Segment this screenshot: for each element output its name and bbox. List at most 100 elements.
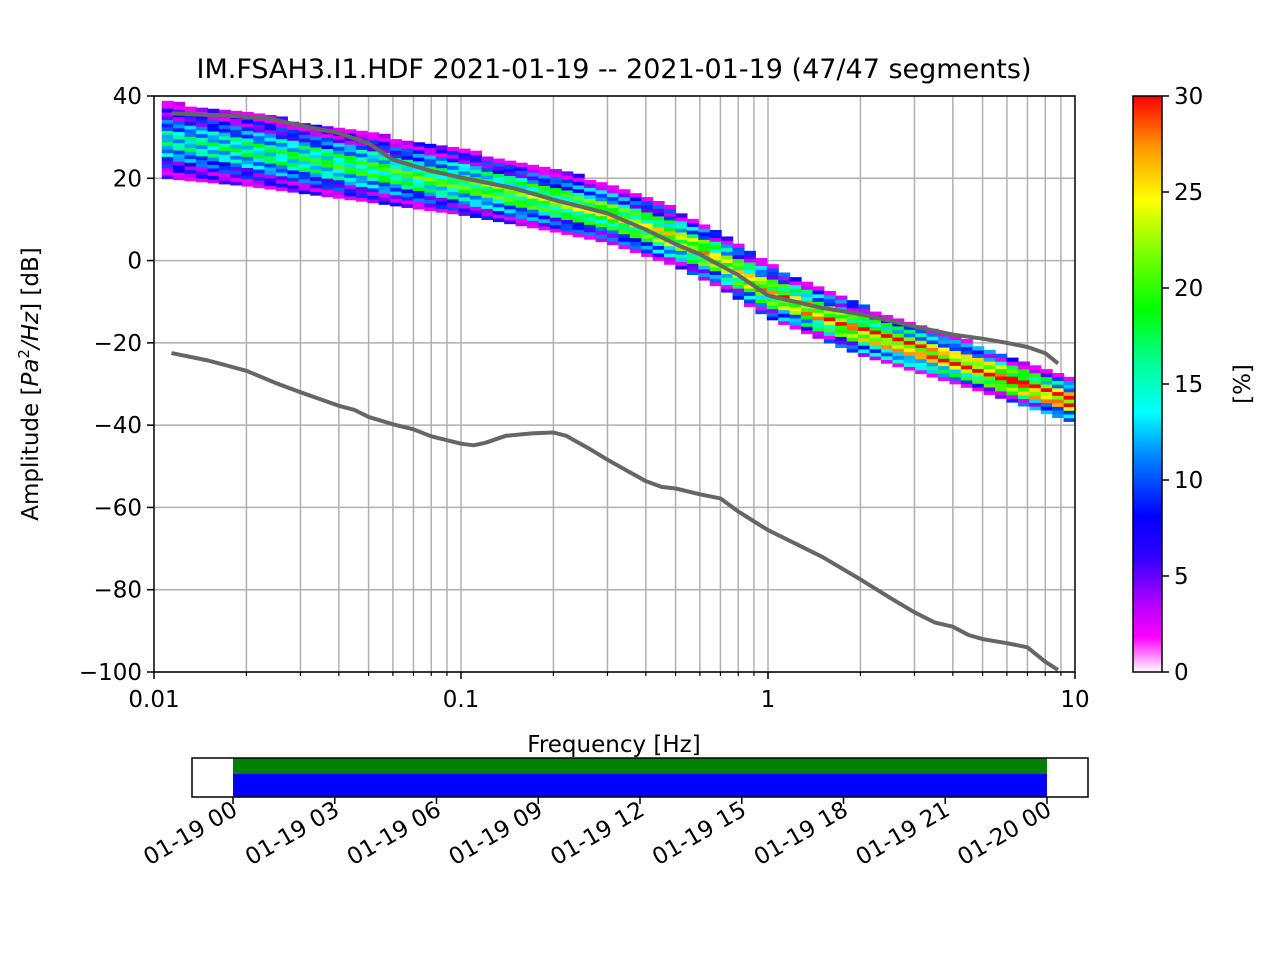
heatmap-cell <box>332 190 346 195</box>
heatmap-cell <box>686 226 699 231</box>
heatmap-cell <box>401 148 414 153</box>
y-tick-label: 0 <box>127 249 142 275</box>
heatmap-cell <box>1063 399 1075 404</box>
heatmap-cell <box>401 170 414 175</box>
heatmap-cell <box>743 302 756 307</box>
heatmap-cell <box>755 306 768 311</box>
heatmap-cell <box>880 337 893 342</box>
heatmap-cell <box>823 327 836 333</box>
heatmap-cell <box>344 151 357 156</box>
heatmap-cell <box>926 373 939 378</box>
heatmap-cell <box>675 224 688 229</box>
heatmap-cell <box>184 125 197 130</box>
heatmap-cell <box>869 348 882 353</box>
heatmap-cell <box>812 286 825 291</box>
heatmap-cell <box>196 148 209 153</box>
heatmap-cell <box>789 325 802 330</box>
timeline-ticks: 01-19 00 01-19 03 01-19 06 01-19 09 01-19 12… <box>139 797 1056 871</box>
heatmap-cell <box>367 187 380 193</box>
heatmap-cell <box>424 147 437 152</box>
heatmap-cell <box>253 161 266 166</box>
heatmap-cell <box>721 262 734 267</box>
x-tick-label: 1 <box>761 687 776 713</box>
heatmap-cell <box>766 271 779 276</box>
heatmap-cell <box>960 372 973 377</box>
heatmap-cell <box>595 185 608 191</box>
heatmap-cell <box>846 340 859 346</box>
heatmap-cell <box>869 322 882 327</box>
heatmap-cell <box>184 117 197 123</box>
timeline-bar-bottom <box>233 774 1047 797</box>
heatmap-cell <box>869 341 882 346</box>
heatmap-cell <box>938 335 951 341</box>
heatmap-cell <box>515 181 528 186</box>
heatmap-cell <box>561 193 574 198</box>
heatmap-cell <box>732 258 745 263</box>
y-tick-label: 20 <box>113 166 142 192</box>
heatmap-cell <box>652 201 665 206</box>
heatmap-cell <box>469 195 482 200</box>
heatmap-cell <box>161 100 174 106</box>
heatmap-cell <box>903 347 916 353</box>
heatmap-cell <box>298 134 311 139</box>
heatmap-cell <box>538 189 551 194</box>
heatmap-cell <box>527 183 540 188</box>
heatmap-cell <box>173 135 186 140</box>
heatmap-cell <box>972 346 985 351</box>
heatmap-cell <box>721 243 734 249</box>
heatmap-cell <box>447 195 460 200</box>
heatmap-cell <box>846 307 859 312</box>
heatmap-cell <box>880 322 893 327</box>
heatmap-cell <box>321 181 334 187</box>
heatmap-cell <box>435 174 448 180</box>
heatmap-cell <box>253 172 266 177</box>
heatmap-cell <box>858 345 871 350</box>
y-axis-label-part-1: Amplitude [ <box>18 387 44 521</box>
heatmap-cell <box>458 152 471 157</box>
heatmap-cell <box>664 223 677 228</box>
heatmap-cell <box>960 346 973 351</box>
heatmap-cell <box>367 191 380 196</box>
heatmap-cell <box>230 151 243 156</box>
heatmap-cell <box>310 158 323 163</box>
heatmap-cell <box>321 192 334 198</box>
heatmap-cell <box>481 189 494 195</box>
heatmap-cell <box>287 140 300 145</box>
heatmap-cell <box>664 227 677 232</box>
heatmap-cell <box>332 175 346 181</box>
heatmap-cell <box>755 291 768 296</box>
heatmap-cell <box>880 326 893 331</box>
heatmap-cell <box>972 368 985 373</box>
timeline-tick-label: 01-19 09 <box>445 797 548 871</box>
heatmap-cell <box>606 203 619 209</box>
heatmap-cell <box>698 272 711 277</box>
heatmap-cell <box>458 196 471 202</box>
heatmap-cell <box>344 155 357 160</box>
timeline-tick-label: 01-19 03 <box>241 797 344 871</box>
heatmap-cell <box>184 173 197 178</box>
heatmap-cell <box>755 276 768 281</box>
heatmap-cell <box>858 352 871 357</box>
heatmap-cell <box>184 106 197 111</box>
heatmap-cell <box>652 204 665 210</box>
heatmap-cell <box>721 240 734 245</box>
heatmap-cell <box>1006 379 1019 385</box>
heatmap-cell <box>755 269 768 274</box>
heatmap-cell <box>629 248 642 254</box>
heatmap-cell <box>686 270 699 276</box>
heatmap-cell <box>424 173 437 178</box>
heatmap-cell <box>1040 409 1053 415</box>
heatmap-cell <box>173 175 186 181</box>
heatmap-cell <box>241 111 254 117</box>
heatmap-cell <box>435 149 448 154</box>
heatmap-cell <box>938 347 951 352</box>
heatmap-cell <box>1006 372 1019 377</box>
heatmap-cell <box>264 163 277 168</box>
heatmap-cell <box>618 222 631 227</box>
heatmap-cell <box>972 364 985 370</box>
heatmap-cell <box>732 243 745 248</box>
heatmap-cell <box>618 226 631 231</box>
heatmap-cell <box>241 119 254 124</box>
heatmap-cell <box>355 152 368 158</box>
